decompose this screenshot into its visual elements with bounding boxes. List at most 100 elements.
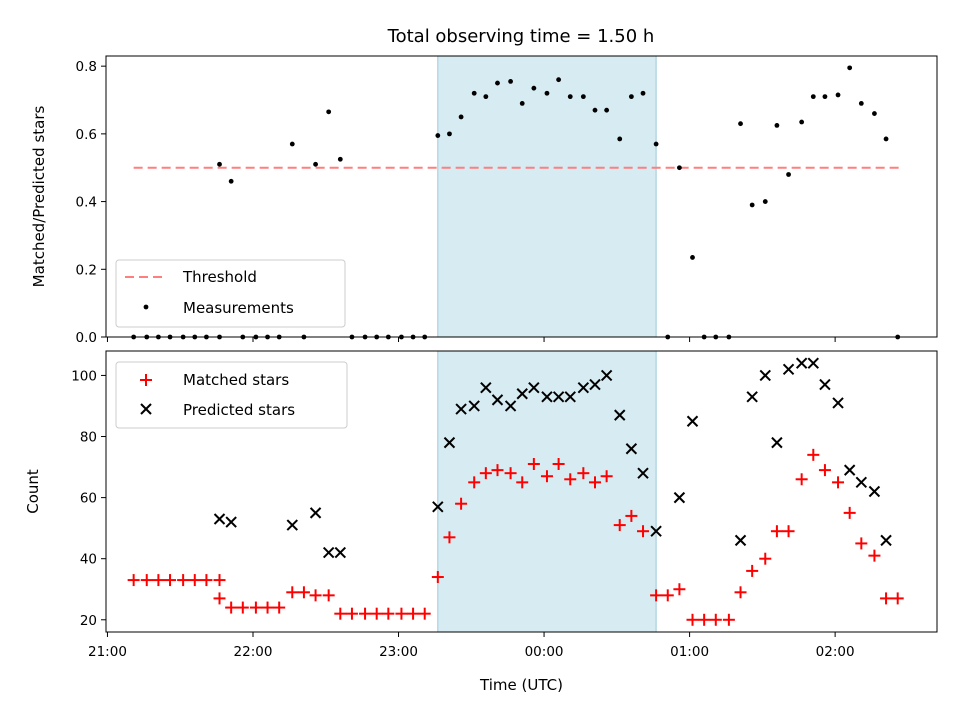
measurement-point xyxy=(326,109,332,115)
predicted-star-point xyxy=(225,516,237,528)
y-tick-label: 20 xyxy=(80,613,97,629)
measurement-point xyxy=(810,94,816,100)
predicted-star-point xyxy=(516,388,528,400)
matched-star-point xyxy=(213,592,226,605)
matched-star-point xyxy=(818,464,831,477)
predicted-star-point xyxy=(650,525,662,537)
measurement-point xyxy=(313,161,318,167)
x-tick-label: 00:00 xyxy=(525,644,564,660)
matched-star-point xyxy=(322,589,335,602)
predicted-star-point xyxy=(637,467,649,479)
legend-measurements-swatch xyxy=(143,304,149,310)
y-tick-label: 0.0 xyxy=(76,330,97,346)
matched-star-point xyxy=(431,571,444,584)
matched-star-point xyxy=(540,470,553,483)
measurement-point xyxy=(799,119,805,125)
matched-star-point xyxy=(309,589,322,602)
matched-star-point xyxy=(164,574,177,587)
predicted-star-point xyxy=(334,546,347,559)
predicted-star-point xyxy=(528,381,540,394)
measurement-point xyxy=(628,94,634,100)
measurements-points xyxy=(131,65,901,340)
matched-star-point xyxy=(673,583,686,596)
measurement-point xyxy=(471,90,477,96)
matched-star-point xyxy=(770,525,783,538)
measurement-point xyxy=(435,133,441,138)
matched-star-point xyxy=(880,592,893,605)
predicted-star-point xyxy=(746,391,758,403)
matched-stars-points xyxy=(127,448,904,626)
bottom-legend: Matched stars Predicted stars xyxy=(115,361,348,429)
predicted-star-point xyxy=(552,391,565,403)
predicted-star-point xyxy=(673,491,686,504)
measurement-point xyxy=(544,90,550,96)
predicted-star-point xyxy=(600,369,613,382)
measurement-point xyxy=(217,161,222,167)
predicted-star-point xyxy=(782,363,795,376)
top-axes-frame xyxy=(105,55,938,338)
predicted-star-point xyxy=(577,381,590,394)
matched-star-point xyxy=(382,607,395,620)
bottom-x-axis-ticks: 21:00 22:00 23:00 00:00 01:00 02:00 xyxy=(88,632,855,660)
top-legend: Threshold Measurements xyxy=(115,259,346,328)
bottom-y-axis-ticks: 20 40 60 80 100 xyxy=(71,368,106,629)
observing-span xyxy=(437,55,657,338)
y-tick-label: 80 xyxy=(80,430,97,446)
matched-star-point xyxy=(734,586,747,599)
predicted-star-point xyxy=(625,443,638,455)
measurement-point xyxy=(786,172,791,177)
measurement-point xyxy=(592,107,598,113)
predicted-star-point xyxy=(759,369,771,382)
predicted-star-point xyxy=(614,409,626,421)
x-tick-label: 21:00 xyxy=(88,644,127,660)
matched-star-point xyxy=(795,473,808,486)
matched-star-point xyxy=(843,506,856,519)
matched-star-point xyxy=(297,586,310,599)
predicted-star-point xyxy=(843,464,856,476)
matched-star-point xyxy=(868,549,881,562)
predicted-star-point xyxy=(491,394,504,406)
measurement-point xyxy=(677,165,682,171)
predicted-star-point xyxy=(686,415,699,427)
predicted-star-point xyxy=(541,391,553,403)
matched-star-point xyxy=(261,601,274,614)
bottom-axes-frame xyxy=(105,350,938,633)
matched-star-point xyxy=(807,448,820,461)
measurement-point xyxy=(604,107,610,113)
measurement-point xyxy=(640,90,646,96)
measurement-point xyxy=(289,141,295,147)
matched-star-point xyxy=(200,574,213,587)
top-y-axis-label: Matched/Predicted stars xyxy=(30,106,48,288)
matched-star-point xyxy=(516,476,529,489)
measurement-point xyxy=(872,111,877,116)
observing-span xyxy=(437,350,657,633)
legend-measurements-label: Measurements xyxy=(183,299,294,317)
matched-star-point xyxy=(286,586,299,599)
matched-star-point xyxy=(855,537,868,550)
measurement-point xyxy=(774,123,780,128)
matched-star-point xyxy=(188,574,201,587)
top-legend-box xyxy=(115,259,346,328)
predicted-star-point xyxy=(832,397,844,409)
predicted-star-point xyxy=(309,507,322,519)
top-y-axis-ticks: 0.0 0.2 0.4 0.6 0.8 xyxy=(76,59,106,346)
predicted-star-point xyxy=(468,400,480,412)
x-tick-label: 02:00 xyxy=(816,644,855,660)
matched-star-point xyxy=(491,464,504,477)
matched-star-point xyxy=(225,601,238,614)
bottom-panel: 20 40 60 80 100 21:00 22:00 23:00 00:00 01:00 02:… xyxy=(24,350,938,694)
matched-star-point xyxy=(782,525,795,538)
legend-matched-label: Matched stars xyxy=(183,371,289,389)
bottom-legend-box xyxy=(115,361,348,429)
predicted-stars-points xyxy=(213,357,892,559)
legend-matched-swatch xyxy=(140,374,152,386)
measurement-point xyxy=(738,121,743,127)
predicted-star-point xyxy=(868,485,881,498)
matched-star-point xyxy=(600,470,613,483)
matched-star-point xyxy=(709,613,722,626)
measurement-point xyxy=(483,94,489,100)
matched-star-point xyxy=(504,467,517,480)
measurement-point xyxy=(617,136,623,142)
matched-star-point xyxy=(407,607,420,620)
